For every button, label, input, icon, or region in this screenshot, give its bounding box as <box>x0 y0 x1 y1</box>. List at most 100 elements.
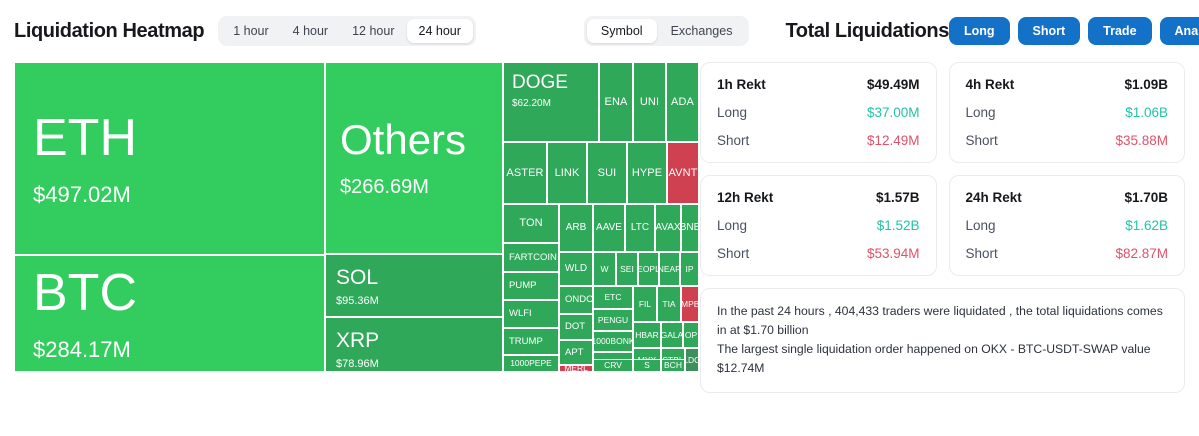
rekt-card-long-row: Long $1.62B <box>966 218 1169 233</box>
treemap-cell-w[interactable]: W <box>593 252 616 286</box>
treemap-cell-eth[interactable]: ETH $497.02M <box>14 62 325 255</box>
view-symbol[interactable]: Symbol <box>586 19 657 43</box>
page-body: ETH $497.02M BTC $284.17M Others $266.69… <box>0 62 1199 436</box>
treemap-cell-crv-visible[interactable]: CRV <box>593 359 633 372</box>
treemap-cell-trump[interactable]: TRUMP <box>503 328 559 355</box>
treemap-cell-s-visible[interactable]: S <box>633 359 661 372</box>
treemap-cell-bch-visible[interactable]: BCH <box>661 359 685 372</box>
treemap-cell-aster[interactable]: ASTER <box>503 142 547 204</box>
treemap-cell-s[interactable]: S <box>633 372 661 374</box>
view-selector: Symbol Exchanges <box>583 16 750 46</box>
treemap-cell-sol[interactable]: SOL $95.36M <box>325 254 503 317</box>
treemap-cell-symbol: CRV <box>604 360 622 371</box>
treemap-cell-1000pepe[interactable]: 1000PEPE <box>503 355 559 372</box>
treemap-cell-xrp[interactable]: XRP $78.96M <box>325 317 503 372</box>
timeframe-4-hour[interactable]: 4 hour <box>292 24 329 38</box>
timeframe-12-hour[interactable]: 12 hour <box>352 24 395 38</box>
treemap-cell-symbol: DOT <box>565 321 586 333</box>
treemap-cell-symbol: PENGU <box>597 314 629 325</box>
treemap-cell-pump[interactable]: PUMP <box>503 272 559 300</box>
rekt-card-long-row: Long $1.52B <box>717 218 920 233</box>
treemap-cell-ldo[interactable]: LDO <box>685 348 699 372</box>
treemap-cell-symbol: ADA <box>671 95 694 108</box>
treemap-cell-fil[interactable]: FIL <box>633 286 657 322</box>
treemap-cell-hbar[interactable]: HBAR <box>633 322 661 348</box>
short-button[interactable]: Short <box>1017 17 1081 45</box>
treemap-cell-symbol: BNB <box>682 222 699 233</box>
treemap-cell-symbol: ENA <box>604 95 628 108</box>
rekt-card-long-row: Long $1.06B <box>966 105 1169 120</box>
treemap-cell-arb[interactable]: ARB <box>559 204 593 252</box>
summary-line-1: In the past 24 hours , 404,433 traders w… <box>717 304 1163 337</box>
treemap-cell-1000bonk[interactable]: 1000BONK <box>593 331 633 352</box>
treemap-cell-fartcoin[interactable]: FARTCOIN <box>503 243 559 272</box>
treemap-cell-sei[interactable]: SEI <box>616 252 638 286</box>
treemap-cell-merl[interactable]: MERL <box>559 365 593 372</box>
view-exchanges[interactable]: Exchanges <box>670 24 733 38</box>
treemap-cell-crv[interactable]: CRV <box>593 372 633 374</box>
treemap-cell-gala[interactable]: GALA <box>661 322 683 348</box>
treemap-cell-people[interactable]: PEOPLE <box>638 252 659 286</box>
rekt-card-1h: 1h Rekt $49.49M Long $37.00M Short $12.4… <box>700 62 937 163</box>
treemap-cell-ondo[interactable]: ONDO <box>559 286 593 314</box>
treemap-cell-symbol: IP <box>685 263 694 274</box>
long-label: Long <box>717 218 748 233</box>
rekt-card-short-row: Short $82.87M <box>966 246 1169 261</box>
treemap-cell-ip[interactable]: IP <box>680 252 699 286</box>
treemap-cell-symbol: BCH <box>664 360 682 371</box>
long-label: Long <box>965 218 996 233</box>
treemap-cell-wlfi[interactable]: WLFI <box>503 300 559 328</box>
stats-panel: 1h Rekt $49.49M Long $37.00M Short $12.4… <box>700 62 1185 393</box>
rekt-card-short-row: Short $35.88M <box>966 133 1169 148</box>
treemap-cell-apt[interactable]: APT <box>559 340 593 365</box>
summary-panel: In the past 24 hours , 404,433 traders w… <box>700 288 1185 393</box>
rekt-card-short-row: Short $12.49M <box>717 133 920 148</box>
treemap-cell-symbol: ASTER <box>506 166 544 179</box>
treemap-cell-pumpbtc[interactable]: PUMPBTC <box>681 286 699 322</box>
treemap-cell-symbol: HBAR <box>635 329 659 340</box>
treemap-cell-ton[interactable]: TON <box>503 204 559 243</box>
treemap-cell-link[interactable]: LINK <box>547 142 587 204</box>
treemap-cell-bnb[interactable]: BNB <box>681 204 699 252</box>
treemap-cell-sui[interactable]: SUI <box>587 142 627 204</box>
treemap-cell-symbol: CRV <box>604 372 622 374</box>
treemap-cell-symbol: WLFI <box>509 308 532 320</box>
timeframe-1-hour[interactable]: 1 hour <box>233 24 269 38</box>
treemap-cell-tia[interactable]: TIA <box>657 286 681 322</box>
rekt-card-total: $1.70B <box>1124 190 1168 205</box>
trade-button[interactable]: Trade <box>1088 17 1152 45</box>
long-button[interactable]: Long <box>948 17 1010 45</box>
short-label: Short <box>717 246 750 261</box>
treemap-cell-avax[interactable]: AVAX <box>655 204 681 252</box>
treemap-cell-ltc[interactable]: LTC <box>625 204 655 252</box>
treemap-cell-hype[interactable]: HYPE <box>627 142 667 204</box>
treemap-cell-ada[interactable]: ADA <box>666 62 699 142</box>
rekt-card-total: $49.49M <box>866 77 920 92</box>
treemap-cell-aave[interactable]: AAVE <box>593 204 625 252</box>
rekt-card-short-row: Short $53.94M <box>717 246 920 261</box>
treemap-cell-others[interactable]: Others $266.69M <box>325 62 503 254</box>
treemap-cell-ena[interactable]: ENA <box>599 62 633 142</box>
treemap-cell-value: $266.69M <box>340 176 429 198</box>
treemap-cell-op[interactable]: OP <box>683 322 699 348</box>
treemap-cell-symbol: HYPE <box>631 166 663 179</box>
analytics-button[interactable]: Analytics <box>1159 17 1199 45</box>
summary-line-2: The largest single liquidation order hap… <box>717 341 1151 375</box>
treemap-cell-pengu[interactable]: PENGU <box>593 309 633 331</box>
treemap-cell-doge[interactable]: DOGE $62.20M <box>503 62 599 142</box>
treemap-cell-near[interactable]: NEAR <box>659 252 680 286</box>
timeframe-24-hour[interactable]: 24 hour <box>406 19 473 43</box>
treemap-cell-uni[interactable]: UNI <box>633 62 666 142</box>
treemap-cell-etc[interactable]: ETC <box>593 286 633 309</box>
rekt-card-header: 4h Rekt $1.09B <box>966 77 1169 92</box>
short-label: Short <box>965 246 998 261</box>
treemap-cell-btc[interactable]: BTC $284.17M <box>14 255 325 372</box>
treemap-cell-bch[interactable]: BCH <box>661 372 685 374</box>
treemap-cell-wld[interactable]: WLD <box>559 252 593 286</box>
total-liquidations-title: Total Liquidations <box>785 19 949 42</box>
treemap-cell-dot[interactable]: DOT <box>559 314 593 340</box>
treemap-cell-avnt[interactable]: AVNT <box>667 142 699 204</box>
treemap-cell-symbol: AAVE <box>596 222 622 233</box>
treemap-cell-symbol: MERL <box>564 365 588 372</box>
